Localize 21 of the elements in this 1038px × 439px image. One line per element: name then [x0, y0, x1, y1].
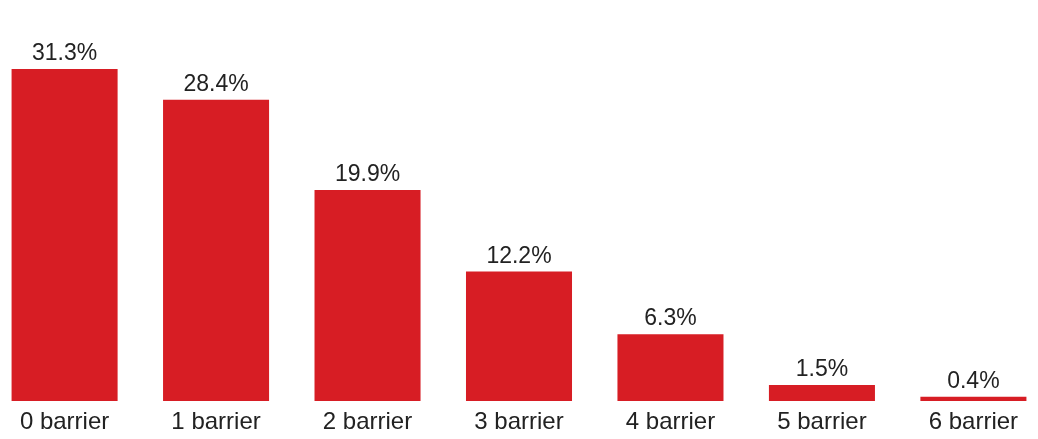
x-tick-label: 3 barrier [474, 406, 564, 434]
data-label: 31.3% [31, 39, 98, 65]
x-tick-label: 5 barrier [777, 406, 867, 434]
bar [768, 385, 875, 401]
bar [617, 334, 724, 401]
data-label: 19.9% [334, 159, 401, 186]
bar [11, 69, 118, 401]
x-tick-label: 6 barrier [928, 406, 1019, 434]
data-label: 12.2% [486, 241, 552, 268]
bar [920, 396, 1027, 401]
data-label: 0.4% [947, 366, 1000, 393]
bar [163, 99, 270, 401]
x-tick-label: 0 barrier [19, 406, 110, 434]
x-tick-label: 1 barrier [171, 406, 261, 434]
data-label: 1.5% [795, 355, 849, 382]
data-label: 28.4% [183, 69, 249, 96]
bar [465, 271, 573, 401]
x-tick-label: 2 barrier [322, 406, 413, 434]
data-label: 6.3% [644, 304, 697, 331]
bar [314, 189, 421, 401]
x-tick-label: 4 barrier [625, 406, 716, 434]
